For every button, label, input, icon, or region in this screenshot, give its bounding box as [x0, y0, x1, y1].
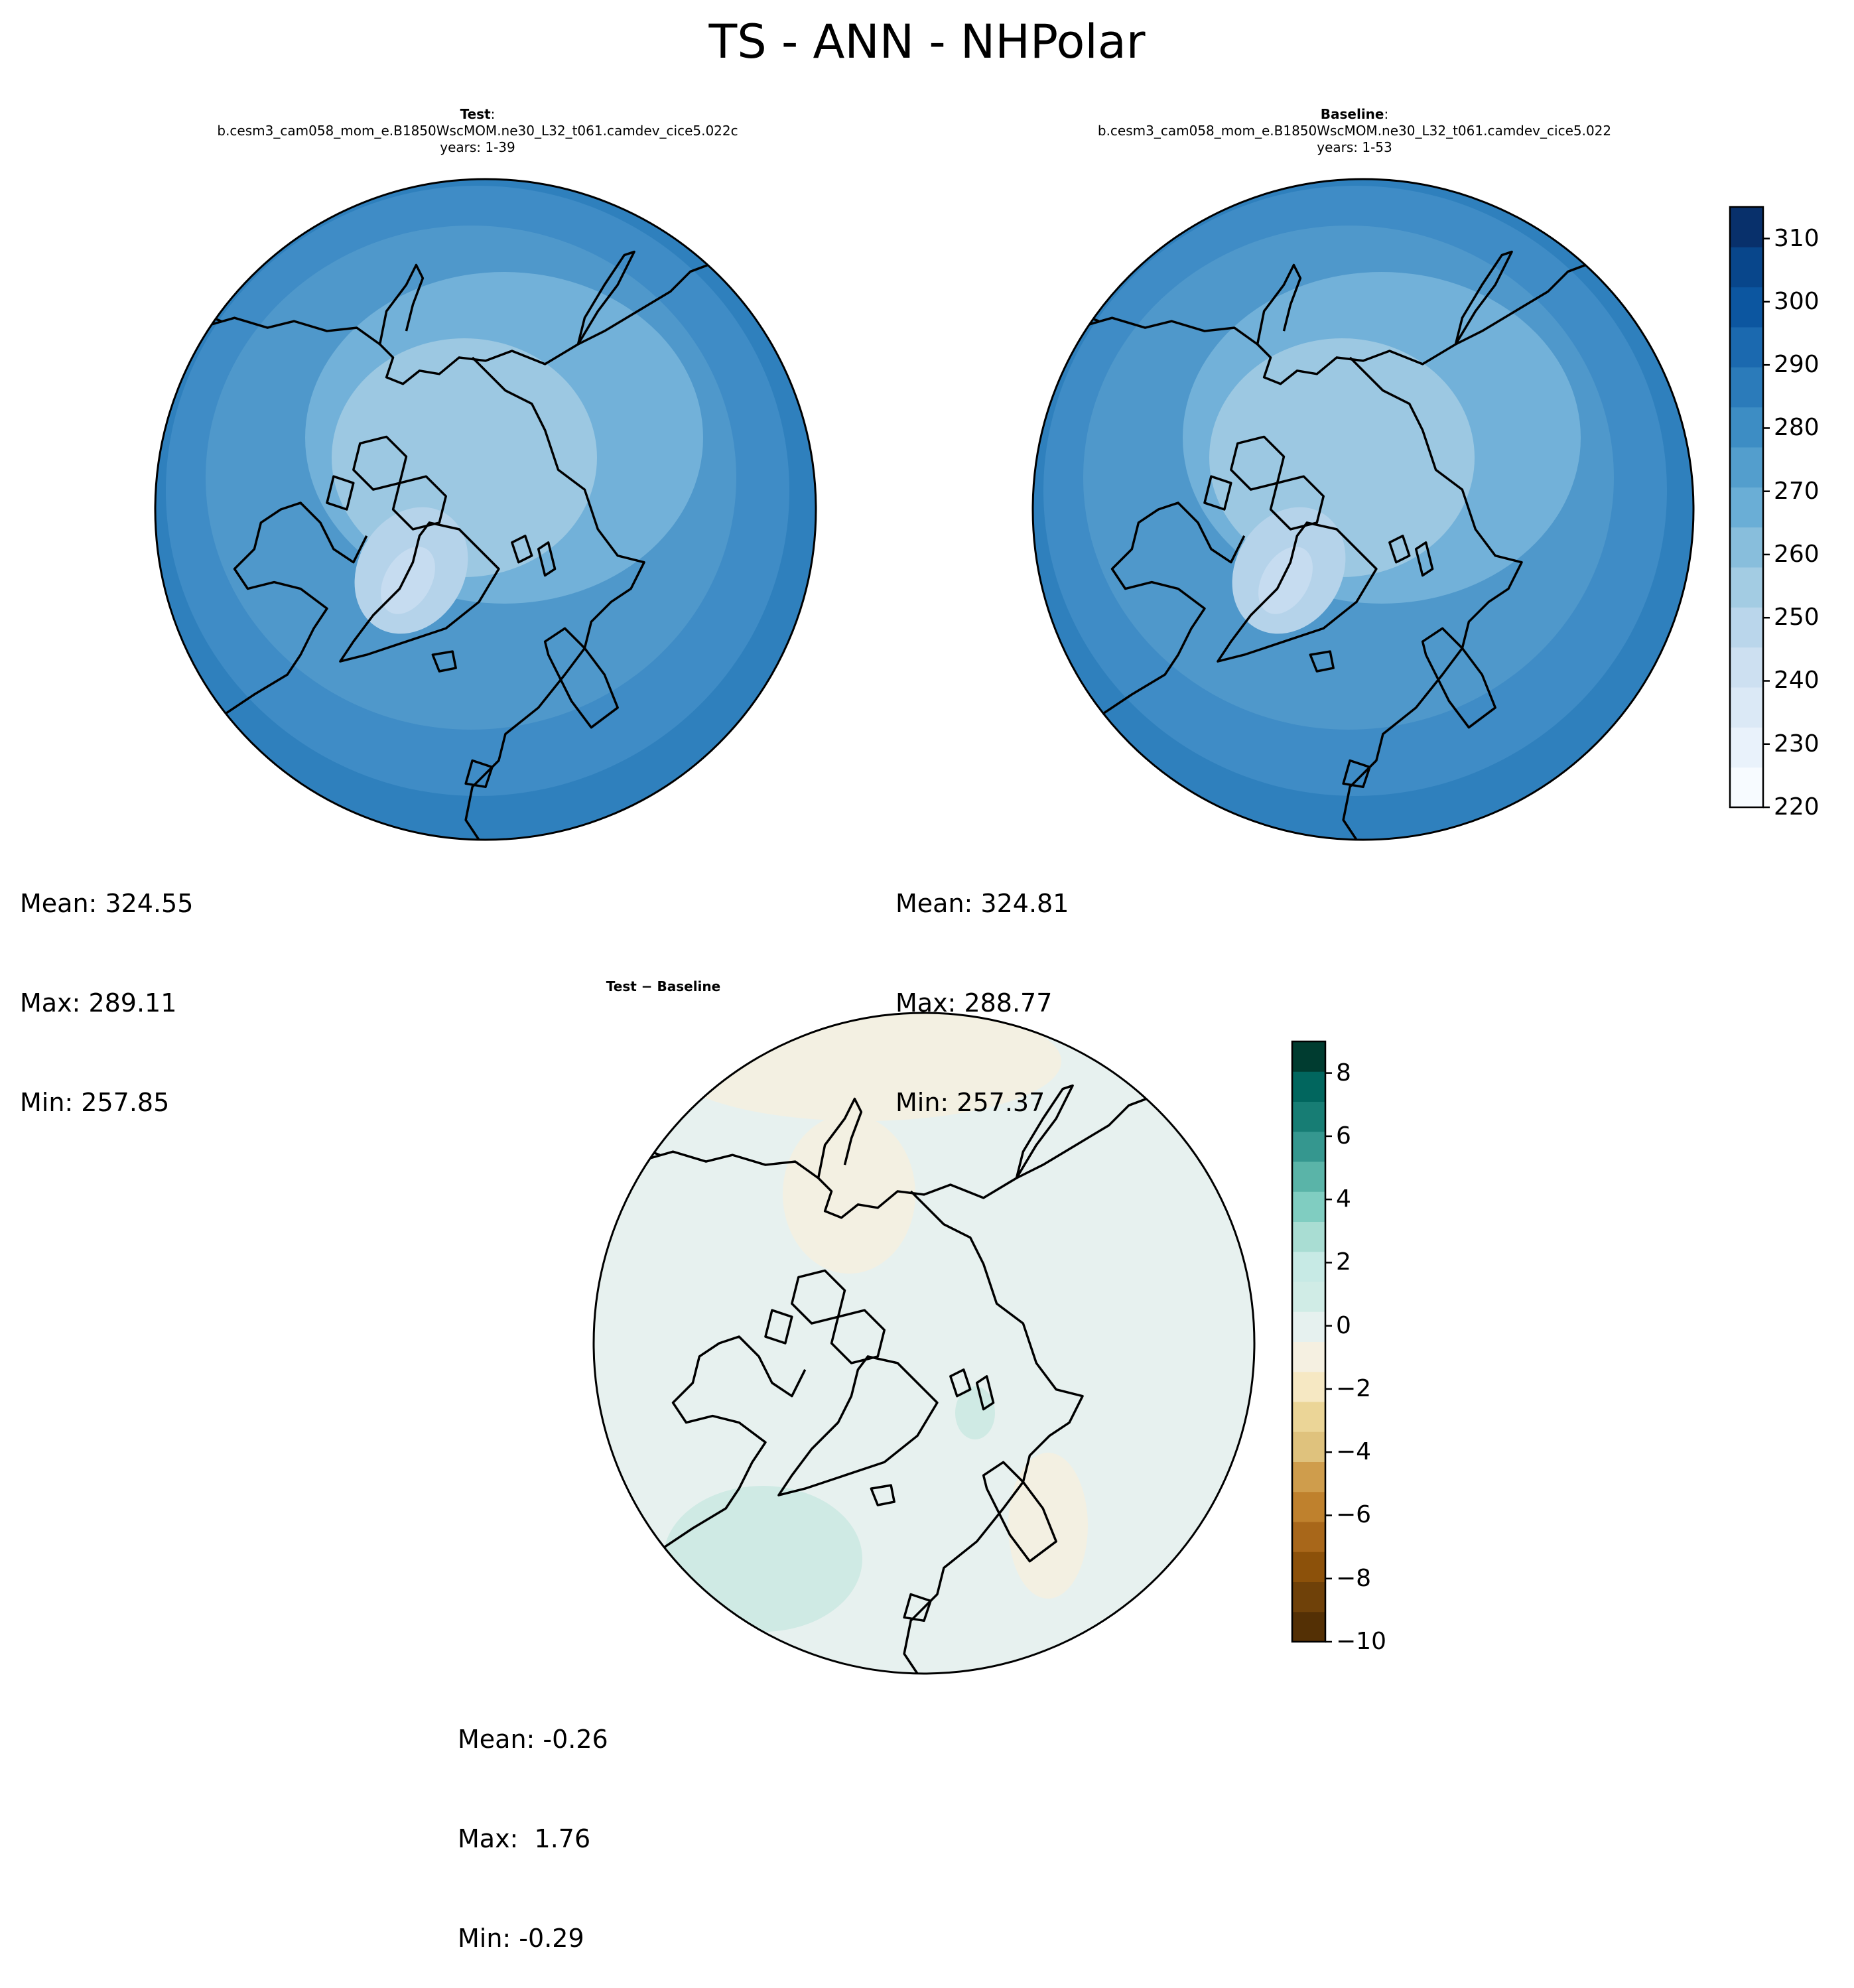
test-stats: Mean: 324.55 Max: 289.11 Min: 257.85 [20, 821, 193, 1152]
diff-stats: Mean: -0.26 Max: 1.76 Min: -0.29 [458, 1656, 608, 1988]
colorbar-main-tick-label: 220 [1774, 793, 1820, 821]
colorbar-diff-segment [1292, 1251, 1325, 1282]
diff-panel-title: Test − Baseline [531, 978, 796, 995]
colorbar-diff-segment [1292, 1552, 1325, 1582]
colorbar-diff-segment [1292, 1611, 1325, 1642]
colorbar-main-tick-label: 290 [1774, 351, 1820, 379]
test-map [155, 179, 816, 840]
diff-min: Min: -0.29 [458, 1924, 584, 1953]
diff-map [594, 1013, 1254, 1674]
colorbar-diff-segment [1292, 1161, 1325, 1192]
colorbar-main-tick-label: 240 [1774, 667, 1820, 695]
colorbar-diff-tick-label: −2 [1336, 1374, 1372, 1402]
colorbar-diff-tick-label: −4 [1336, 1438, 1372, 1466]
colorbar-diff-segment [1292, 1101, 1325, 1132]
colorbar-main-tick-label: 230 [1774, 730, 1820, 758]
diff-max: Max: 1.76 [458, 1824, 591, 1853]
colorbar-main-frame [1729, 206, 1764, 809]
colorbar-main-segment [1730, 687, 1763, 728]
colorbar-diff-frame [1291, 1040, 1327, 1643]
baseline-panel-title: Baseline: b.cesm3_cam058_mom_e.B1850WscM… [1029, 106, 1680, 156]
colorbar-main-segment [1730, 727, 1763, 768]
colorbar-diff-segment [1292, 1191, 1325, 1222]
colorbar-diff-segment [1292, 1041, 1325, 1072]
colorbar-main-segment [1730, 647, 1763, 688]
colorbar-main-segment [1730, 367, 1763, 408]
colorbar-diff [1291, 1040, 1332, 1643]
colorbar-diff-segment [1292, 1282, 1325, 1312]
colorbar-main-segment [1730, 607, 1763, 648]
colorbar-diff-segment [1292, 1071, 1325, 1102]
test-label: Test [460, 106, 491, 122]
colorbar-diff-tick-label: 8 [1336, 1059, 1351, 1087]
colorbar-diff-tick-label: −8 [1336, 1564, 1372, 1592]
colorbar-diff-segment [1292, 1311, 1325, 1342]
colorbar-main-tick-label: 260 [1774, 540, 1820, 568]
test-case-name: b.cesm3_cam058_mom_e.B1850WscMOM.ne30_L3… [217, 123, 738, 139]
test-mean: Mean: 324.55 [20, 889, 194, 918]
colorbar-main [1729, 206, 1770, 809]
colorbar-main-segment [1730, 767, 1763, 808]
diff-mean: Mean: -0.26 [458, 1725, 608, 1754]
colorbar-main-tick-label: 250 [1774, 604, 1820, 631]
baseline-max: Max: 288.77 [895, 988, 1053, 1018]
colorbar-diff-tick-label: 4 [1336, 1185, 1351, 1213]
colorbar-diff-segment [1292, 1221, 1325, 1252]
colorbar-main-segment [1730, 447, 1763, 488]
colorbar-diff-tick-label: −10 [1336, 1628, 1386, 1655]
baseline-min: Min: 257.37 [895, 1088, 1045, 1117]
test-max: Max: 289.11 [20, 988, 177, 1018]
colorbar-diff-segment [1292, 1431, 1325, 1462]
baseline-stats: Mean: 324.81 Max: 288.77 Min: 257.37 [895, 821, 1069, 1152]
colorbar-diff-segment [1292, 1131, 1325, 1162]
colorbar-diff-tick-label: −6 [1336, 1501, 1372, 1529]
colorbar-main-tick-label: 300 [1774, 287, 1820, 315]
colorbar-diff-tick-label: 2 [1336, 1248, 1351, 1276]
colorbar-main-segment [1730, 327, 1763, 367]
colorbar-diff-segment [1292, 1581, 1325, 1613]
colorbar-diff-segment [1292, 1461, 1325, 1492]
colorbar-main-tick-label: 310 [1774, 224, 1820, 252]
colorbar-diff-segment [1292, 1402, 1325, 1432]
colorbar-main-tick-label: 280 [1774, 414, 1820, 442]
maps-canvas [154, 178, 1770, 1675]
baseline-case-name: b.cesm3_cam058_mom_e.B1850WscMOM.ne30_L3… [1097, 123, 1612, 139]
colorbar-main-segment [1730, 487, 1763, 528]
colorbar-main-segment [1730, 207, 1763, 247]
colorbar-main-segment [1730, 407, 1763, 448]
test-min: Min: 257.85 [20, 1088, 170, 1117]
colorbar-diff-segment [1292, 1491, 1325, 1522]
baseline-years: years: 1-53 [1317, 139, 1392, 155]
baseline-map [1033, 179, 1693, 840]
colorbar-diff-segment [1292, 1522, 1325, 1552]
colorbar-diff-segment [1292, 1341, 1325, 1372]
colorbar-diff-segment [1292, 1371, 1325, 1402]
colorbar-main-segment [1730, 247, 1763, 288]
colorbar-main-tick-label: 270 [1774, 477, 1820, 505]
diff-label: Test − Baseline [606, 978, 721, 994]
baseline-mean: Mean: 324.81 [895, 889, 1069, 918]
colorbar-main-segment [1730, 567, 1763, 608]
colorbar-main-segment [1730, 287, 1763, 328]
baseline-label: Baseline [1320, 106, 1384, 122]
colorbar-diff-tick-label: 6 [1336, 1122, 1351, 1150]
test-panel-title: Test: b.cesm3_cam058_mom_e.B1850WscMOM.n… [153, 106, 803, 156]
test-years: years: 1-39 [440, 139, 515, 155]
colorbar-main-segment [1730, 527, 1763, 568]
figure-title: TS - ANN - NHPolar [708, 15, 1146, 69]
colorbar-diff-tick-label: 0 [1336, 1311, 1351, 1339]
